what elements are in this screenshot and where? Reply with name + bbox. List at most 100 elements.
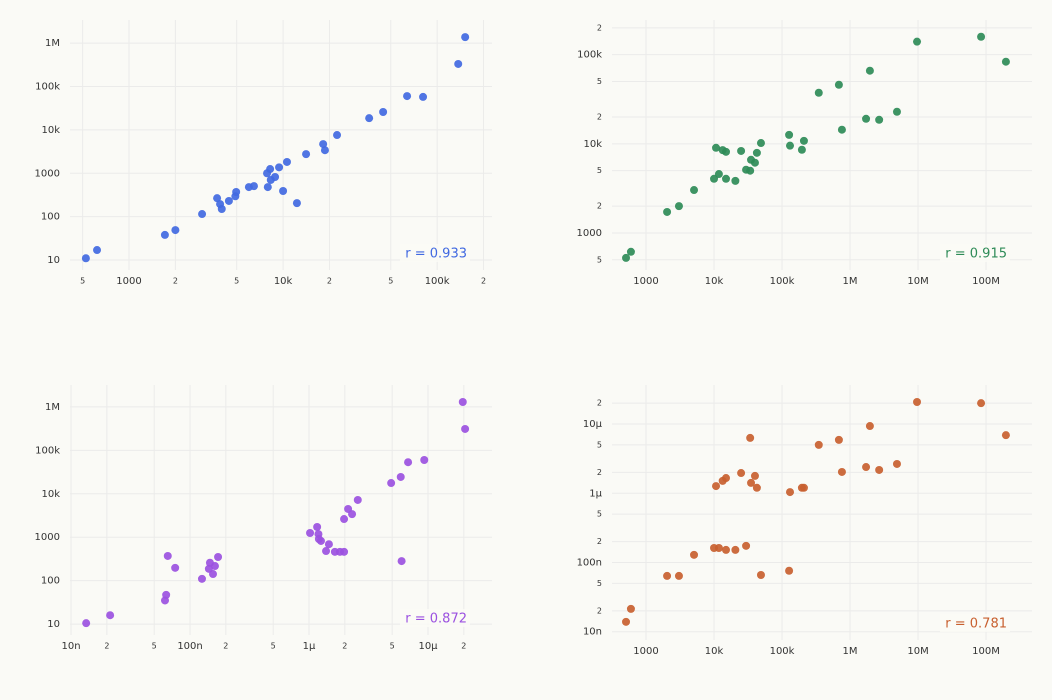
annotation-bg [940, 244, 1010, 262]
point [862, 463, 871, 472]
point [834, 80, 843, 89]
point [892, 459, 901, 468]
point [81, 254, 90, 263]
point [722, 474, 731, 483]
point [714, 170, 723, 179]
subplot: 1000 10k 100k 1M 10M 100M 10n 2 5 100n 2 5 1μ 2 5 10μ 2 r… [577, 385, 1032, 657]
point [210, 562, 219, 571]
point [786, 141, 795, 150]
point [722, 147, 731, 156]
annotation: r = 0.915 [945, 247, 1007, 262]
x-tick-label: 100n [177, 641, 202, 652]
x-tick-label: 1μ [303, 641, 316, 652]
y-tick-label: 100 [41, 212, 60, 223]
point [197, 574, 206, 583]
point [913, 397, 922, 406]
point [292, 199, 301, 208]
point [316, 536, 325, 545]
point [712, 143, 721, 152]
point [320, 146, 329, 155]
point [340, 547, 349, 556]
annotation: r = 0.933 [405, 247, 467, 262]
point [663, 207, 672, 216]
point [171, 226, 180, 235]
point [322, 547, 331, 556]
point [324, 540, 333, 549]
point [160, 230, 169, 239]
point [674, 571, 683, 580]
x-tick-label: 10M [907, 276, 928, 287]
point [626, 604, 635, 613]
point [750, 158, 759, 167]
point [799, 483, 808, 492]
y-tick-label: 100k [35, 445, 60, 456]
y-tick-label: 5 [597, 255, 602, 264]
y-tick-label: 1M [45, 38, 60, 49]
point [913, 37, 922, 46]
point [403, 92, 412, 101]
point [797, 145, 806, 154]
y-tick-label: 2 [597, 399, 602, 408]
x-tick-label: 1000 [633, 646, 658, 657]
y-tick-label: 10 [47, 619, 60, 630]
x-tick-label: 100k [770, 646, 795, 657]
point [306, 529, 315, 538]
point [209, 570, 218, 579]
point [752, 483, 761, 492]
point [420, 455, 429, 464]
x-tick-label: 10M [907, 646, 928, 657]
subplot: 5 1000 2 5 10k 2 5 100k 2 10 100 1000 10k 100k 1M r = 0… [35, 20, 492, 287]
x-tick-label: 1000 [116, 276, 141, 287]
point [977, 399, 986, 408]
y-tick-label: 2 [597, 606, 602, 615]
x-tick-label: 1000 [633, 276, 658, 287]
point [217, 205, 226, 214]
point [731, 545, 740, 554]
y-tick-label: 5 [597, 166, 602, 175]
subplot: 1000 10k 100k 1M 10M 100M 5 1000 2 5 10k 2 5 100k 2 r =… [577, 20, 1032, 287]
point [397, 557, 406, 566]
point [862, 114, 871, 123]
y-tick-label: 5 [597, 510, 602, 519]
point [379, 107, 388, 116]
point [82, 619, 91, 628]
y-tick-label: 5 [597, 77, 602, 86]
point [750, 471, 759, 480]
point [213, 194, 222, 203]
y-tick-label: 2 [597, 537, 602, 546]
point [714, 543, 723, 552]
x-tick-label: 2 [342, 642, 347, 651]
point [93, 246, 102, 255]
point [663, 571, 672, 580]
point [712, 482, 721, 491]
point [622, 253, 631, 262]
x-tick-label: 100k [770, 276, 795, 287]
x-tick-label: 10k [705, 276, 724, 287]
x-tick-label: 100M [972, 646, 1000, 657]
point [249, 182, 258, 191]
point [279, 187, 288, 196]
annotation-bg [400, 609, 470, 627]
y-tick-label: 10n [583, 627, 602, 638]
x-tick-label: 10n [62, 641, 81, 652]
point [731, 176, 740, 185]
point [461, 33, 470, 42]
point [690, 186, 699, 195]
point [419, 92, 428, 101]
y-tick-label: 2 [597, 468, 602, 477]
point [275, 163, 284, 172]
point [786, 488, 795, 497]
point [737, 146, 746, 155]
point [622, 617, 631, 626]
y-tick-label: 1μ [589, 488, 602, 499]
point [837, 467, 846, 476]
x-tick-label: 100k [425, 276, 450, 287]
point [742, 541, 751, 550]
point [892, 107, 901, 116]
point [746, 433, 755, 442]
point [333, 131, 342, 140]
point [1001, 431, 1010, 440]
point [302, 150, 311, 159]
point [404, 458, 413, 467]
y-tick-label: 5 [597, 440, 602, 449]
